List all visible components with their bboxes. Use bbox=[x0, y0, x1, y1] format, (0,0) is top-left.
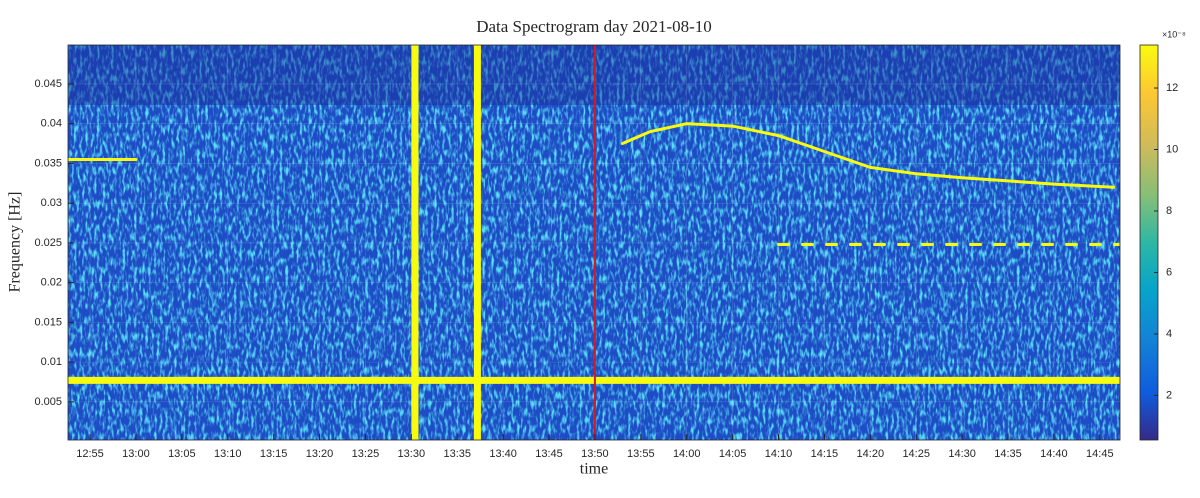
spectral-trace bbox=[620, 122, 1116, 189]
chart-title: Data Spectrogram day 2021-08-10 bbox=[476, 17, 712, 36]
y-tick-label: 0.02 bbox=[41, 277, 62, 289]
x-tick-label: 13:40 bbox=[489, 448, 517, 460]
colorbar-tick-label: 8 bbox=[1166, 205, 1172, 217]
x-tick-label: 13:45 bbox=[535, 448, 563, 460]
x-tick-label: 13:10 bbox=[214, 448, 242, 460]
y-tick-label: 0.035 bbox=[34, 157, 62, 169]
y-axis-label: Frequency [Hz] bbox=[7, 192, 24, 293]
x-tick-label: 14:30 bbox=[948, 448, 976, 460]
colorbar bbox=[1139, 44, 1159, 441]
colorbar-tick-label: 2 bbox=[1166, 389, 1172, 401]
x-tick-label: 13:50 bbox=[581, 448, 609, 460]
x-tick-label: 14:40 bbox=[1040, 448, 1068, 460]
x-tick-label: 14:25 bbox=[902, 448, 930, 460]
colorbar-tick-label: 10 bbox=[1166, 143, 1178, 155]
x-tick-label: 13:00 bbox=[122, 448, 150, 460]
colorbar-exponent: ×10⁻⁸ bbox=[1162, 29, 1186, 39]
colorbar-tick-label: 4 bbox=[1166, 328, 1172, 340]
x-tick-label: 12:55 bbox=[76, 448, 104, 460]
y-tick-label: 0.01 bbox=[41, 356, 62, 368]
y-tick-label: 0.015 bbox=[34, 316, 62, 328]
x-tick-label: 13:20 bbox=[306, 448, 334, 460]
x-tick-label: 13:30 bbox=[398, 448, 426, 460]
x-tick-label: 13:05 bbox=[168, 448, 196, 460]
y-tick-label: 0.045 bbox=[34, 78, 62, 90]
x-tick-label: 13:35 bbox=[443, 448, 471, 460]
y-tick-label: 0.025 bbox=[34, 237, 62, 249]
x-tick-label: 14:10 bbox=[765, 448, 793, 460]
colorbar-tick-label: 6 bbox=[1166, 266, 1172, 278]
x-axis-label: time bbox=[580, 461, 608, 478]
x-tick-label: 14:45 bbox=[1086, 448, 1114, 460]
y-tick-label: 0.005 bbox=[34, 396, 62, 408]
x-tick-label: 13:25 bbox=[352, 448, 380, 460]
marks bbox=[68, 45, 1120, 440]
x-tick-label: 13:55 bbox=[627, 448, 655, 460]
x-tick-label: 14:20 bbox=[857, 448, 885, 460]
colorbar-tick-label: 12 bbox=[1166, 82, 1178, 94]
x-tick-label: 14:00 bbox=[673, 448, 701, 460]
y-tick-label: 0.03 bbox=[41, 197, 62, 209]
x-tick-label: 13:15 bbox=[260, 448, 288, 460]
plot-area bbox=[68, 45, 1120, 440]
x-tick-label: 14:05 bbox=[719, 448, 747, 460]
x-tick-label: 14:15 bbox=[811, 448, 839, 460]
x-tick-label: 14:35 bbox=[994, 448, 1022, 460]
y-tick-label: 0.04 bbox=[41, 118, 62, 130]
